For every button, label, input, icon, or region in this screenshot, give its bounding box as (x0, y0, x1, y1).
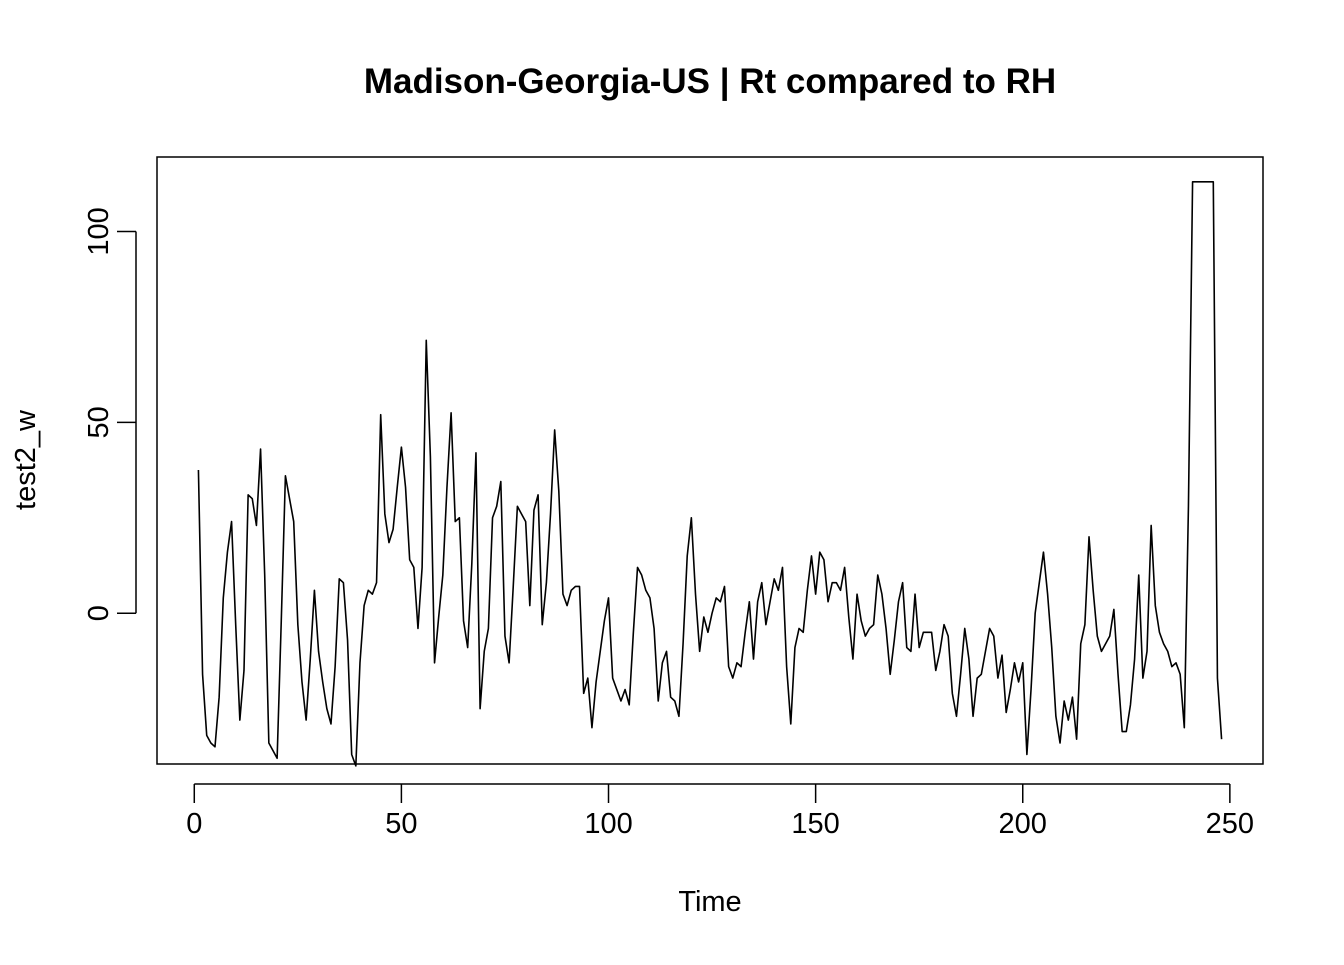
plot-frame (157, 157, 1263, 764)
series-line-test2_w (198, 182, 1221, 766)
x-axis: 0 50 100 150 200 250 (186, 784, 1254, 840)
x-tick-label: 0 (186, 808, 202, 840)
y-axis-title: test2_w (10, 409, 42, 510)
series-layer (198, 182, 1221, 766)
x-tick-label: 200 (999, 808, 1047, 840)
x-tick-label: 100 (584, 808, 632, 840)
x-axis-title: Time (678, 886, 741, 918)
x-tick-label: 150 (791, 808, 839, 840)
y-axis: 0 50 100 (83, 207, 136, 621)
y-tick-label: 100 (83, 207, 115, 255)
chart-title: Madison-Georgia-US | Rt compared to RH (364, 62, 1056, 101)
x-tick-label: 50 (385, 808, 417, 840)
y-tick-label: 50 (83, 406, 115, 438)
x-tick-label: 250 (1206, 808, 1254, 840)
y-tick-label: 0 (83, 605, 115, 621)
